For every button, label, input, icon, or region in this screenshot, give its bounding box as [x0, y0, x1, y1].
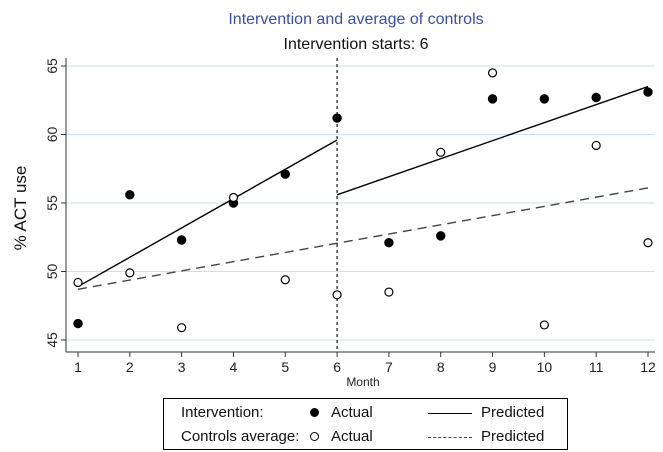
- controls-actual-point: [228, 192, 239, 203]
- intervention-actual-point: [73, 318, 83, 329]
- intervention-actual-point: [176, 235, 187, 245]
- legend-actual-label: Actual: [331, 428, 373, 445]
- predicted-lines: [77, 85, 649, 290]
- controls-actual-point: [539, 320, 549, 330]
- legend-marker-hollow: [310, 432, 319, 441]
- data-points: [73, 68, 653, 333]
- legend-group-label: Controls average:: [181, 428, 300, 445]
- predicted-line-solid: [77, 139, 338, 288]
- controls-actual-point: [280, 275, 290, 285]
- intervention-actual-point: [591, 92, 601, 103]
- predicted-line-solid: [336, 85, 649, 196]
- controls-actual-point: [643, 238, 653, 248]
- intervention-actual-point: [643, 87, 653, 97]
- axes: [61, 58, 655, 357]
- y-axis-label: % ACT use: [11, 166, 30, 251]
- x-tick-label: 10: [537, 359, 553, 375]
- legend-actual-label: Actual: [331, 404, 373, 421]
- intervention-actual-point: [384, 238, 394, 248]
- x-tick-label: 5: [281, 359, 289, 375]
- intervention-actual-point: [125, 190, 135, 200]
- x-tick-label: 1: [74, 359, 82, 375]
- legend-predicted-label: Predicted: [481, 428, 545, 445]
- x-tick-label: 8: [437, 359, 445, 375]
- intervention-actual-point: [436, 231, 446, 241]
- controls-actual-point: [384, 287, 394, 297]
- legend-row-controls: Controls average: Actual Predicted: [164, 426, 567, 448]
- y-tick-label: 55: [44, 195, 60, 211]
- legend-predicted-label: Predicted: [481, 404, 545, 421]
- intervention-actual-point: [487, 94, 498, 104]
- x-tick-label: 11: [589, 359, 604, 375]
- controls-actual-point: [591, 140, 601, 151]
- controls-actual-point: [73, 277, 83, 288]
- legend-row-intervention: Intervention: Actual Predicted: [164, 402, 567, 424]
- legend-line-dashed: [428, 437, 472, 438]
- x-tick-label: 7: [385, 359, 393, 375]
- chart-subtitle: Intervention starts: 6: [284, 36, 429, 53]
- intervention-actual-point: [332, 113, 342, 123]
- x-tick-label: 3: [178, 359, 186, 375]
- controls-actual-point: [487, 68, 498, 78]
- controls-actual-point: [436, 147, 446, 157]
- x-tick-label: 6: [333, 359, 341, 375]
- y-tick-label: 45: [44, 332, 60, 348]
- x-tick-label: 9: [489, 359, 497, 375]
- y-tick-label: 50: [44, 264, 60, 280]
- y-tick-label: 60: [44, 127, 60, 143]
- predicted-line-dashed: [77, 187, 649, 290]
- y-tick-label: 65: [44, 58, 60, 74]
- x-tick-label: 12: [640, 359, 656, 375]
- legend-line-solid: [428, 413, 472, 414]
- x-tick-label: 4: [230, 359, 238, 375]
- x-axis-label: Month: [346, 375, 379, 389]
- controls-actual-point: [177, 323, 187, 333]
- legend: Intervention: Actual Predicted Controls …: [163, 398, 568, 450]
- legend-group-label: Intervention:: [181, 404, 264, 421]
- controls-actual-point: [125, 268, 135, 278]
- grid-lines: [66, 65, 655, 341]
- intervention-actual-point: [280, 169, 290, 179]
- x-tick-label: 2: [126, 359, 134, 375]
- chart-title: Intervention and average of controls: [228, 11, 483, 28]
- legend-marker-filled: [310, 408, 319, 417]
- intervention-actual-point: [539, 94, 550, 104]
- controls-actual-point: [332, 290, 342, 300]
